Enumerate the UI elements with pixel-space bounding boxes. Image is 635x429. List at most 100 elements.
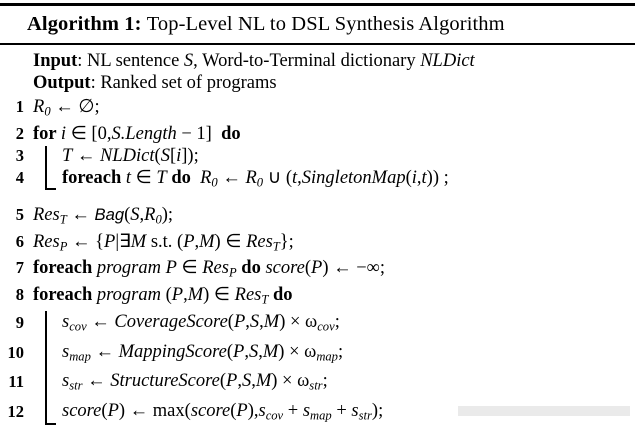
text-segment: t <box>125 167 132 188</box>
line-number: 12 <box>7 401 25 421</box>
text-segment: 0 <box>44 104 51 119</box>
text-segment: s <box>62 312 70 333</box>
text-segment: ( <box>101 400 108 421</box>
text-segment: CoverageScore <box>114 312 228 333</box>
algorithm-line-10: 10 smap ← MappingScore(P,S,M) × ωmap; <box>0 340 635 370</box>
top-rule <box>0 3 635 6</box>
text-segment: ) ∈ <box>214 231 247 252</box>
line-number: 8 <box>15 284 24 304</box>
algorithm-line-5: 5 ResT ← Bag(S,R0); <box>0 204 635 231</box>
algorithm-line-4: 4 foreach t ∈ T do R0 ← R0 ∪ (t,Singleton… <box>0 167 635 194</box>
text-segment: , <box>259 312 264 333</box>
text-segment: ∈ <box>176 258 203 279</box>
text-segment: ← <box>90 341 119 362</box>
text-segment: score <box>190 400 231 421</box>
text-segment: ( <box>405 167 412 188</box>
line-content: foreach program (P,M) ∈ ResT do <box>33 284 293 311</box>
text-segment: ( <box>304 258 312 279</box>
text-segment: i <box>176 145 182 166</box>
text-segment: do <box>221 123 241 144</box>
algorithm-line-8: 8 foreach program (P,M) ∈ ResT do <box>0 284 635 311</box>
text-segment: ) ∈ <box>203 284 235 305</box>
text-segment: Top-Level NL to DSL Synthesis Algorithm <box>146 13 505 35</box>
text-segment: ← <box>86 312 115 333</box>
text-segment: i <box>411 167 417 188</box>
text-segment: P <box>107 400 119 421</box>
text-segment: do <box>272 284 293 305</box>
text-segment: ∪ ( <box>263 167 293 188</box>
text-segment: ) × ω <box>271 371 310 392</box>
output-line: Output: Ranked set of programs <box>0 72 635 94</box>
text-segment: MappingScore <box>118 341 227 362</box>
text-segment: , <box>245 312 250 333</box>
line-number: 1 <box>15 97 24 116</box>
text-segment: cov <box>265 408 284 423</box>
algorithm-line-6: 6 ResP ← {P|∃M s.t. (P,M) ∈ ResT}; <box>0 231 635 258</box>
text-segment: S.Length <box>111 123 177 144</box>
text-segment: Res <box>234 284 262 305</box>
text-segment: s.t. ( <box>146 231 184 252</box>
text-segment: 0 <box>155 212 162 227</box>
text-segment: ); <box>371 400 384 421</box>
text-segment: T <box>272 239 280 254</box>
text-segment: , <box>251 371 256 392</box>
text-segment: P <box>183 231 195 252</box>
text-segment: Res <box>246 231 273 252</box>
text-segment: P <box>59 239 68 254</box>
text-segment: ( <box>226 341 234 362</box>
text-segment: foreach <box>33 284 97 305</box>
line-content: T ← NLDict(S[i]); <box>33 145 199 167</box>
text-segment: |∃ <box>115 231 131 252</box>
text-segment: StructureScore <box>110 371 220 392</box>
line-content: for i ∈ [0,S.Length − 1] do <box>33 123 241 145</box>
text-segment: SingletonMap <box>301 167 406 188</box>
text-segment: ; <box>322 371 328 392</box>
text-segment: S <box>248 341 259 362</box>
text-segment: P <box>236 400 248 421</box>
title-rule <box>0 43 635 45</box>
text-segment: )) ; <box>426 167 449 188</box>
text-segment: }; <box>279 231 294 252</box>
text-segment <box>191 168 200 188</box>
text-segment: , <box>297 167 302 188</box>
algorithm-line-12: 12 score(P) ← max(score(P),scov + smap + … <box>0 399 635 429</box>
text-segment: ( <box>160 284 172 305</box>
text-segment: ( <box>219 371 227 392</box>
text-segment: ∈ [0, <box>66 123 112 144</box>
text-segment: ( <box>154 145 161 166</box>
text-segment: s <box>302 400 311 421</box>
text-segment: s <box>351 400 359 421</box>
algorithm-title: Algorithm 1: Top-Level NL to DSL Synthes… <box>0 6 635 43</box>
text-segment: program P <box>96 258 177 279</box>
text-segment: NLDict <box>100 145 155 166</box>
text-segment: Res <box>33 231 60 252</box>
text-segment: cov <box>317 319 335 334</box>
text-segment: S <box>130 205 140 226</box>
text-segment: : Ranked set of programs <box>90 73 277 93</box>
line-content: Output: Ranked set of programs <box>33 72 277 94</box>
text-segment: T <box>261 292 269 307</box>
input-line: Input: NL sentence S, Word-to-Terminal d… <box>0 50 635 72</box>
text-segment: map <box>69 349 91 364</box>
line-content: Input: NL sentence S, Word-to-Terminal d… <box>33 50 475 72</box>
loop-block: 9 scov ← CoverageScore(P,S,M) × ωcov; 10 sm… <box>0 310 635 428</box>
line-number: 2 <box>15 123 24 143</box>
algorithm-line-1: 1 R0 ← ∅; <box>0 96 635 123</box>
text-segment: P <box>171 284 184 305</box>
text-segment: do <box>241 258 266 279</box>
line-number: 7 <box>15 258 24 278</box>
text-segment: Bag <box>94 205 125 225</box>
text-segment: ) ← −∞; <box>322 258 386 279</box>
line-number <box>0 72 24 94</box>
text-segment: M <box>130 231 147 252</box>
text-segment: t <box>292 167 298 188</box>
text-segment: ∈ <box>131 167 157 188</box>
text-segment: M <box>255 371 272 392</box>
text-segment: foreach <box>33 258 97 279</box>
indent-bracket <box>45 311 56 426</box>
line-content: sstr ← StructureScore(P,S,M) × ωstr; <box>33 369 328 399</box>
text-segment: P <box>226 371 238 392</box>
text-segment: R <box>144 205 156 226</box>
text-segment: s <box>258 400 266 421</box>
